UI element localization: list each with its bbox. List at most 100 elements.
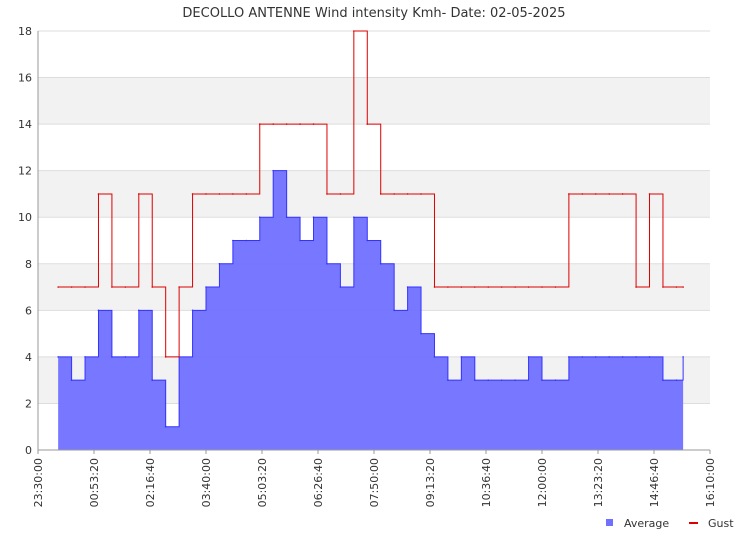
series-average-point [682,356,684,358]
series-gust-point [608,193,610,195]
series-gust-point [151,286,154,288]
series-gust-point [70,286,73,288]
series-average-point [191,309,194,312]
x-tick-label: 13:23:20 [592,458,605,507]
y-tick-label: 16 [18,72,32,85]
series-gust-point [138,193,140,195]
series-average-point [366,239,369,242]
series-average-line [58,170,684,428]
x-tick-label: 02:16:40 [144,458,157,507]
y-tick-label: 8 [25,258,32,271]
series-gust-point [339,193,342,195]
series-average-point [635,356,637,358]
series-average-point [568,356,570,358]
y-tick-label: 2 [25,397,32,410]
series-gust-point [514,286,516,288]
x-tick-label: 09:13:20 [424,458,437,507]
y-tick-label: 4 [25,351,32,364]
y-tick-label: 6 [25,304,32,317]
x-tick-label: 23:30:00 [32,458,45,507]
series-gust-point [191,193,194,195]
series-gust-point [285,123,288,125]
series-average-point [57,356,59,358]
x-tick-label: 05:03:20 [256,458,269,507]
series-average-point [379,262,382,265]
series-average-point [500,379,503,381]
series-average-point [406,286,409,288]
series-average-point [662,379,664,381]
series-average-point [232,239,234,242]
series-average-point [258,216,261,219]
series-gust-point [474,286,476,288]
series-layer [57,30,684,450]
series-average-point [111,356,113,358]
series-gust-point [312,123,315,125]
series-gust-point [500,286,503,288]
legend: Average Gust [606,517,734,530]
y-tick-label: 0 [25,444,32,457]
series-gust-point [568,193,570,195]
series-gust-point [682,286,684,288]
series-gust-point [326,193,328,195]
series-gust-point [635,286,637,288]
series-gust-point [353,30,355,32]
series-average-point [70,379,73,381]
series-average-point [138,309,140,312]
series-average-point [299,239,301,242]
series-average-point [326,262,328,265]
series-average-point [272,169,275,172]
x-tick-label: 10:36:40 [480,458,493,507]
legend-average-label: Average [624,517,669,530]
series-gust-point [232,193,234,195]
band-14 [38,77,710,125]
series-average-point [285,216,288,219]
series-average-point [245,239,248,242]
y-tick-label: 14 [18,118,32,131]
series-average-point [527,356,530,358]
series-gust-point [487,286,490,288]
x-tick-label: 07:50:00 [368,458,381,507]
x-tick-label: 03:40:00 [200,458,213,507]
y-tick-label: 18 [18,25,32,38]
series-average-point [608,356,610,358]
series-average-point [541,379,543,381]
x-tick-label: 16:10:00 [704,458,717,507]
series-gust-point [379,193,382,195]
series-average-point [675,379,678,381]
series-average-point [514,379,516,381]
y-tick-label: 10 [18,211,32,224]
series-gust-point [97,193,100,195]
series-gust-point [554,286,557,288]
series-gust-point [406,193,409,195]
series-average-point [151,379,154,381]
y-axis-ticks: 0 2 4 6 8 10 12 14 16 18 [18,25,32,457]
series-average-point [581,356,584,358]
series-average-point [474,379,476,381]
series-gust-point [420,193,422,195]
legend-average-swatch [606,519,613,526]
legend-gust-label: Gust [708,517,734,530]
series-gust-point [675,286,678,288]
series-average-point [124,356,127,358]
series-gust-point [648,193,651,195]
series-average-point [433,356,436,358]
series-average-point [621,356,624,358]
series-gust-point [581,193,584,195]
chart-title: DECOLLO ANTENNE Wind intensity Kmh- Date… [182,6,565,21]
series-average-point [393,309,395,312]
series-average-point [554,379,557,381]
y-tick-label: 12 [18,165,32,178]
series-gust-point [447,286,449,288]
x-tick-label: 00:53:20 [88,458,101,507]
series-gust-point [541,286,543,288]
series-average-point [97,309,100,312]
series-gust-point [245,193,248,195]
series-gust-point [366,123,369,125]
series-gust-point [57,286,59,288]
series-gust-point [621,193,624,195]
series-average-point [84,356,86,358]
x-tick-label: 12:00:00 [536,458,549,507]
x-tick-label: 06:26:40 [312,458,325,507]
series-gust-point [594,193,597,195]
series-average-point [312,216,315,219]
